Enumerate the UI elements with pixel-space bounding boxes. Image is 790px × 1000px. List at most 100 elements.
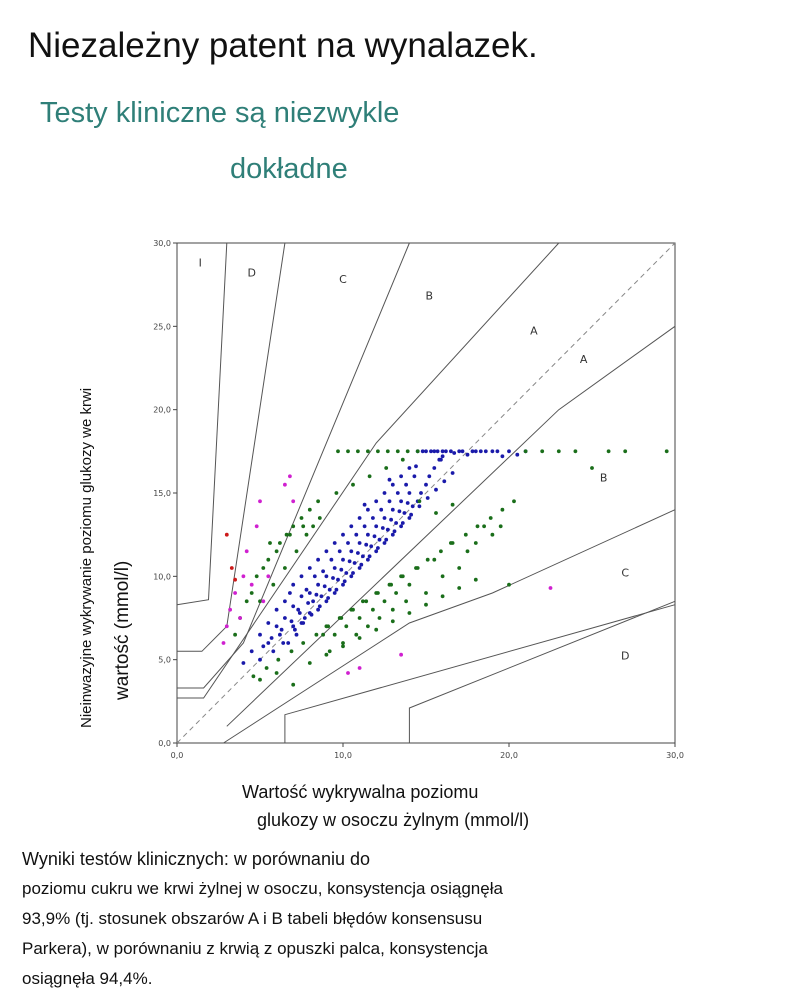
data-point-zone-b — [346, 449, 350, 454]
data-point-zone-b — [366, 624, 370, 629]
y-axis-label-outer: Nieinwazyjne wykrywanie poziomu glukozy … — [78, 387, 95, 728]
data-point-zone-b — [450, 541, 455, 545]
data-point-zone-b — [507, 582, 511, 587]
data-point-zone-b — [283, 566, 287, 570]
data-point-zone-b — [417, 499, 422, 504]
data-point-zone-a — [362, 524, 367, 529]
data-point-zone-a — [444, 449, 448, 454]
y-tick-label: 15,0 — [153, 489, 171, 498]
data-point-zone-a — [291, 624, 296, 629]
results-line-1: Wyniki testów klinicznych: w porównaniu … — [22, 849, 370, 869]
data-point-zone-a — [274, 607, 279, 612]
data-point-zone-b — [390, 619, 395, 624]
data-point-zone-a — [346, 541, 350, 545]
data-point-zone-a — [291, 582, 296, 587]
data-point-zone-b — [351, 482, 355, 487]
data-point-zone-a — [352, 561, 357, 565]
data-point-zone-b — [327, 649, 332, 654]
data-point-zone-a — [410, 504, 415, 509]
data-point-zone-b — [463, 532, 468, 537]
data-point-zone-a — [392, 529, 397, 534]
y-tick-label: 20,0 — [153, 406, 171, 415]
data-point-zone-a — [399, 524, 403, 529]
data-point-zone-b — [356, 449, 360, 454]
data-point-zone-a — [439, 457, 443, 462]
data-point-zone-a — [286, 641, 291, 645]
data-point-zone-b — [294, 549, 299, 554]
data-point-zone-a — [357, 541, 362, 545]
data-point-zone-b — [390, 607, 395, 612]
results-line-3: 93,9% (tj. stosunek obszarów A i B tabel… — [22, 909, 483, 928]
data-point-zone-a — [317, 604, 322, 609]
data-point-zone-c — [283, 482, 287, 487]
data-point-zone-a — [379, 507, 384, 512]
data-point-zone-b — [415, 449, 420, 454]
data-point-zone-c — [224, 624, 229, 629]
data-point-zone-b — [244, 599, 249, 604]
zone-label-7: C — [621, 566, 629, 579]
data-point-zone-b — [233, 632, 238, 637]
data-point-zone-a — [500, 454, 505, 459]
data-point-zone-b — [324, 652, 329, 657]
data-point-zone-c — [346, 671, 350, 675]
data-point-zone-a — [299, 574, 304, 579]
results-text: Wyniki testów klinicznych: w porównaniu … — [22, 844, 722, 994]
data-point-zone-a — [419, 491, 423, 495]
data-point-zone-b — [274, 549, 279, 554]
data-point-zone-b — [414, 566, 418, 570]
data-point-zone-b — [407, 582, 412, 587]
data-point-zone-b — [389, 582, 393, 587]
data-point-zone-b — [425, 557, 430, 562]
data-point-zone-b — [261, 566, 266, 570]
data-point-zone-b — [664, 449, 669, 454]
data-point-zone-a — [332, 541, 337, 545]
data-point-zone-a — [374, 524, 379, 529]
data-point-zone-b — [385, 449, 390, 454]
data-point-zone-b — [404, 599, 408, 604]
data-point-zone-a — [400, 521, 405, 525]
data-point-zone-b — [573, 449, 578, 454]
data-point-zone-b — [475, 524, 480, 529]
data-point-zone-b — [289, 649, 294, 654]
data-point-zone-b — [512, 499, 516, 504]
data-point-zone-a — [376, 546, 380, 550]
data-point-zone-a — [309, 612, 314, 617]
x-axis-label-line-2: glukozy w osoczu żylnym (mmol/l) — [257, 810, 530, 830]
data-point-zone-a — [440, 449, 445, 454]
data-point-zone-b — [361, 599, 365, 604]
data-point-zone-a — [304, 587, 309, 592]
data-point-zone-a — [366, 507, 370, 512]
data-point-zone-b — [482, 524, 486, 529]
zone-boundary-8 — [408, 600, 676, 743]
data-point-zone-a — [397, 509, 402, 514]
data-point-zone-d — [224, 532, 229, 537]
data-point-zone-a — [390, 532, 395, 537]
data-point-zone-a — [261, 644, 266, 649]
zone-boundary-5 — [226, 325, 676, 727]
data-point-zone-b — [540, 449, 545, 454]
data-point-zone-a — [395, 491, 400, 495]
data-point-zone-a — [452, 451, 457, 455]
data-point-zone-b — [450, 502, 455, 507]
data-point-zone-a — [307, 591, 312, 595]
data-point-zone-b — [351, 607, 355, 612]
data-point-zone-a — [407, 466, 412, 470]
data-point-zone-b — [332, 632, 337, 637]
data-point-zone-a — [332, 591, 337, 595]
x-axis-label: Wartość wykrywalna poziomu glukozy w oso… — [200, 778, 570, 834]
data-point-zone-a — [432, 466, 437, 470]
data-point-zone-a — [289, 619, 294, 624]
data-point-zone-a — [440, 454, 445, 459]
data-point-zone-a — [425, 496, 430, 500]
data-point-zone-b — [314, 632, 319, 637]
data-point-zone-a — [507, 449, 511, 454]
data-point-zone-a — [390, 482, 395, 487]
data-point-zone-a — [307, 566, 312, 570]
data-point-zone-a — [473, 449, 478, 454]
data-point-zone-a — [483, 449, 488, 454]
data-point-zone-a — [424, 449, 428, 454]
data-point-zone-a — [316, 582, 320, 587]
data-point-zone-a — [332, 566, 337, 570]
data-point-zone-a — [407, 516, 412, 520]
x-tick-label: 10,0 — [334, 751, 352, 760]
